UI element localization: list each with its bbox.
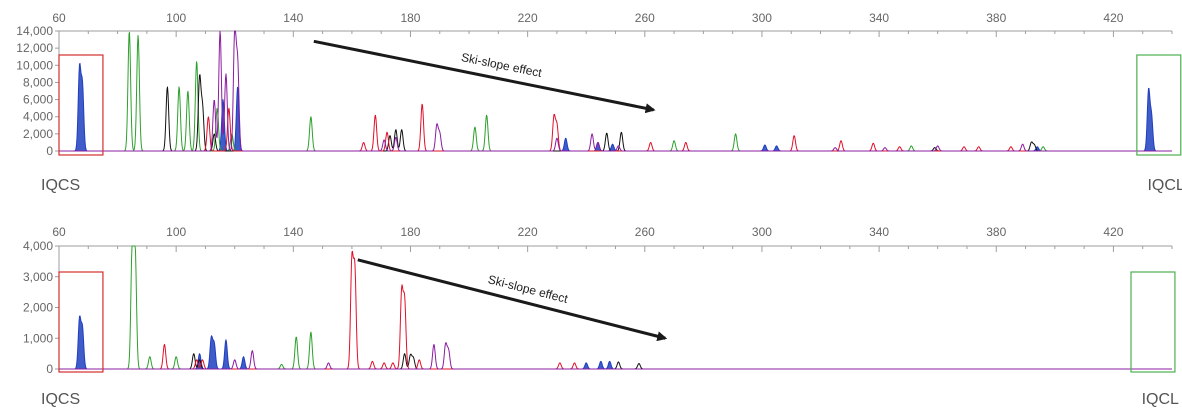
series-fill xyxy=(59,315,1172,369)
series-line-2 xyxy=(59,74,1172,152)
ski-slope-annotation: Ski-slope effect xyxy=(460,50,544,80)
marker-box-iqcl xyxy=(1136,54,1182,156)
marker-label-iqcl: IQCL xyxy=(1147,177,1182,194)
x-tick-label: 100 xyxy=(166,11,186,25)
x-tick-label: 60 xyxy=(52,11,66,25)
x-tick-label: 300 xyxy=(752,11,772,25)
ski-slope-annotation: Ski-slope effect xyxy=(487,272,570,306)
y-tick-label: 6,000 xyxy=(23,93,53,107)
y-tick-label: 8,000 xyxy=(23,75,53,89)
x-tick-label: 340 xyxy=(869,225,889,239)
electropherogram-top-panel: 60 100 140 180 220 260 300 340 380 420 0 2,000 4,000… xyxy=(16,11,1182,194)
electropherogram-bottom-panel: 60 100 140 180 220 260 300 340 380 420 0 1,000 2,000… xyxy=(23,225,1179,408)
series-line-4 xyxy=(59,342,1172,370)
x-tick-label: 420 xyxy=(1103,225,1123,239)
y-tick-label: 12,000 xyxy=(16,41,53,55)
x-tick-label: 140 xyxy=(283,225,303,239)
y-tick-label: 10,000 xyxy=(16,58,53,72)
x-tick-label: 100 xyxy=(166,225,186,239)
x-tick-label: 60 xyxy=(52,225,66,239)
marker-label-iqcs: IQCS xyxy=(41,177,80,194)
marker-box-iqcs xyxy=(58,271,104,373)
x-tick-label: 180 xyxy=(400,225,420,239)
marker-label-iqcl: IQCL xyxy=(1142,391,1179,408)
marker-box-iqcs xyxy=(58,54,104,156)
y-tick-label: 0 xyxy=(46,144,53,158)
x-tick-label: 220 xyxy=(518,225,538,239)
x-tick-label: 140 xyxy=(283,11,303,25)
y-tick-label: 2,000 xyxy=(23,301,53,315)
ski-slope-arrow xyxy=(357,258,668,342)
y-tick-label: 14,000 xyxy=(16,24,53,38)
series-line-1 xyxy=(59,31,1172,152)
series-line-4 xyxy=(59,30,1172,152)
x-tick-label: 300 xyxy=(752,225,772,239)
marker-label-iqcs: IQCS xyxy=(41,391,80,408)
x-tick-label: 260 xyxy=(635,225,655,239)
x-tick-label: 420 xyxy=(1103,11,1123,25)
y-tick-label: 1,000 xyxy=(23,331,53,345)
x-tick-label: 380 xyxy=(986,225,1006,239)
marker-box-iqcl xyxy=(1130,271,1176,373)
y-tick-label: 4,000 xyxy=(23,110,53,124)
y-tick-label: 2,000 xyxy=(23,127,53,141)
y-tick-label: 0 xyxy=(46,362,53,376)
series-line-3 xyxy=(59,103,1172,152)
x-tick-label: 180 xyxy=(400,11,420,25)
x-tick-label: 340 xyxy=(869,11,889,25)
y-tick-label: 3,000 xyxy=(23,270,53,284)
x-tick-label: 220 xyxy=(518,11,538,25)
y-tick-label: 4,000 xyxy=(23,239,53,253)
ski-slope-arrow xyxy=(313,39,656,114)
x-tick-label: 260 xyxy=(635,11,655,25)
x-tick-label: 380 xyxy=(986,11,1006,25)
